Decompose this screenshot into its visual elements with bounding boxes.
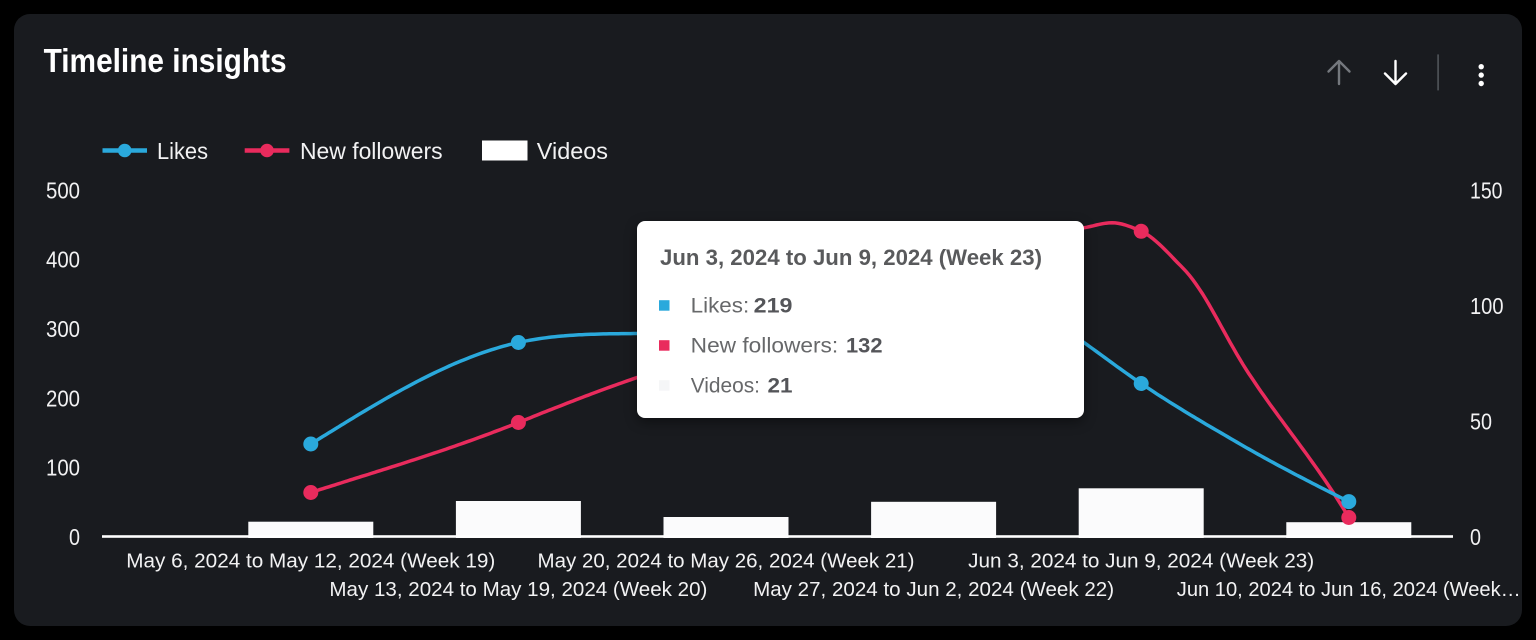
svg-text:Jun 3, 2024 to Jun 9, 2024 (We: Jun 3, 2024 to Jun 9, 2024 (Week 23) [660,245,1042,270]
svg-text:100: 100 [1470,293,1504,319]
svg-text:500: 500 [46,177,80,203]
svg-text:0: 0 [1470,524,1481,550]
svg-text:100: 100 [46,455,80,481]
svg-text:Videos:: Videos: [691,374,760,398]
svg-text:Likes:: Likes: [691,294,750,318]
svg-text:0: 0 [69,524,80,550]
svg-text:50: 50 [1470,408,1492,434]
svg-text:May 6, 2024 to May 12, 2024 (W: May 6, 2024 to May 12, 2024 (Week 19) [126,550,495,573]
svg-text:New followers:: New followers: [691,334,839,358]
svg-text:May 20, 2024 to May 26, 2024 (: May 20, 2024 to May 26, 2024 (Week 21) [538,550,915,573]
svg-text:200: 200 [46,385,80,411]
svg-text:May 13, 2024 to May 19, 2024 (: May 13, 2024 to May 19, 2024 (Week 20) [329,578,707,601]
svg-text:Jun 10, 2024 to Jun 16, 2024 (: Jun 10, 2024 to Jun 16, 2024 (Week… [1177,578,1521,601]
svg-text:150: 150 [1470,177,1503,203]
svg-text:Jun 3, 2024 to Jun 9, 2024 (We: Jun 3, 2024 to Jun 9, 2024 (Week 23) [968,550,1314,573]
svg-text:Videos: Videos [537,138,608,164]
svg-text:21: 21 [768,374,793,398]
svg-text:Timeline insights: Timeline insights [44,42,287,79]
svg-text:300: 300 [46,316,80,342]
svg-text:May 27, 2024 to Jun 2, 2024 (W: May 27, 2024 to Jun 2, 2024 (Week 22) [753,578,1114,601]
svg-text:New followers: New followers [300,138,443,164]
svg-text:Likes: Likes [157,138,208,164]
svg-text:219: 219 [754,294,793,318]
svg-text:132: 132 [846,334,883,358]
svg-text:400: 400 [46,247,80,273]
